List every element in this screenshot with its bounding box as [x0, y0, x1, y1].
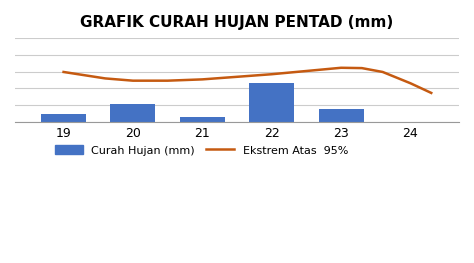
Legend: Curah Hujan (mm), Ekstrem Atas  95%: Curah Hujan (mm), Ekstrem Atas 95% [50, 141, 353, 160]
Bar [180, 117, 225, 122]
Bar [249, 83, 294, 122]
Title: GRAFIK CURAH HUJAN PENTAD (mm): GRAFIK CURAH HUJAN PENTAD (mm) [81, 15, 393, 30]
Bar [110, 104, 155, 122]
Bar [41, 114, 86, 122]
Bar [319, 109, 364, 122]
